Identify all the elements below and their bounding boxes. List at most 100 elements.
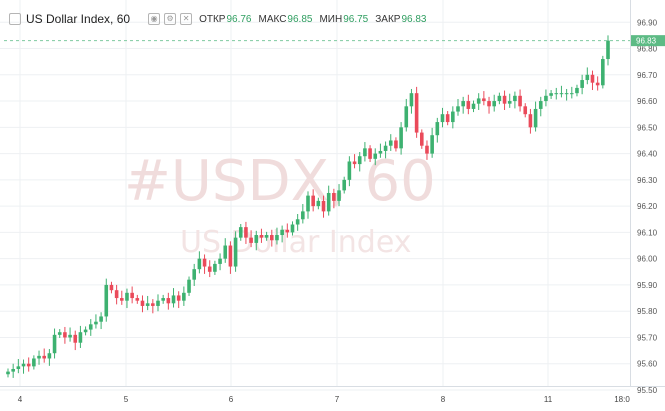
candle	[601, 55, 605, 89]
candle-body	[249, 237, 253, 243]
candle	[182, 286, 186, 306]
candle	[378, 143, 383, 158]
candle-body	[78, 332, 83, 343]
candle-body	[321, 200, 326, 212]
candle	[363, 142, 367, 162]
candle	[497, 92, 502, 105]
y-tick-label: 96.10	[637, 228, 658, 237]
candle-body	[228, 245, 233, 267]
candle-body	[388, 140, 393, 146]
y-tick-label: 96.80	[637, 45, 658, 54]
y-tick-label: 96.20	[637, 202, 658, 211]
time-axis[interactable]: 4 5 6 7 8 11 18:0	[18, 395, 631, 404]
price-axis[interactable]: 96.90 96.80 96.70 96.60 96.50 96.40 96.30 96.20…	[637, 18, 658, 395]
candle	[559, 85, 564, 98]
y-tick-label: 95.90	[637, 281, 658, 290]
candle	[176, 291, 181, 309]
x-tick-label: 11	[544, 395, 553, 404]
candle	[238, 223, 243, 241]
settings-icon[interactable]: ⚙	[164, 13, 177, 25]
symbol-title[interactable]: US Dollar Index, 60	[26, 12, 131, 26]
candle-body	[409, 93, 414, 107]
candle-body	[114, 290, 119, 299]
candle	[233, 231, 238, 272]
candle-body	[73, 334, 78, 343]
candle	[68, 327, 72, 342]
candle	[166, 292, 171, 310]
candle	[502, 90, 507, 110]
high-value: 96.85	[287, 13, 313, 25]
candle-body	[202, 258, 207, 267]
candle-body	[332, 192, 336, 201]
candle-body	[192, 269, 197, 280]
candle-body	[233, 237, 238, 267]
candle-body	[471, 103, 476, 109]
y-tick-label: 95.80	[637, 307, 658, 316]
candle	[264, 231, 269, 241]
candle	[21, 359, 26, 374]
candle-body	[16, 366, 21, 369]
candle-body	[378, 150, 383, 154]
candle-body	[404, 106, 409, 128]
candle	[414, 86, 419, 138]
candle	[606, 35, 610, 66]
candle	[342, 176, 347, 194]
candle	[518, 89, 522, 112]
candle-body	[357, 156, 362, 165]
y-tick-label: 96.30	[637, 176, 658, 185]
candle	[492, 94, 497, 112]
candle-body	[326, 192, 331, 212]
candle-body	[383, 145, 388, 151]
candle-body	[130, 292, 134, 299]
candle	[99, 312, 103, 330]
candle	[311, 189, 315, 212]
candle	[151, 299, 155, 314]
candle	[575, 84, 579, 97]
candle	[388, 134, 393, 151]
low-value: 96.75	[343, 13, 369, 25]
candle-body	[445, 114, 450, 123]
candle-body	[347, 161, 352, 180]
candle	[513, 91, 517, 109]
candle	[326, 185, 331, 216]
candle-body	[601, 59, 605, 86]
candle-body	[11, 368, 15, 372]
candle-body	[135, 298, 140, 301]
candle-body	[37, 355, 41, 359]
candle-body	[559, 93, 564, 95]
candle	[419, 129, 424, 149]
candle-body	[549, 93, 553, 96]
y-tick-label: 95.60	[637, 360, 658, 369]
candle	[280, 225, 284, 243]
close-icon[interactable]: ✕	[180, 13, 193, 25]
candle-body	[187, 279, 191, 293]
candle	[228, 241, 233, 274]
candle-body	[528, 114, 533, 128]
candle-body	[238, 227, 243, 238]
candle	[259, 228, 264, 243]
candle-body	[419, 132, 424, 146]
candle-body	[399, 127, 403, 149]
low-label: МИН	[319, 13, 343, 25]
candle	[26, 357, 31, 372]
candle	[357, 152, 362, 172]
candle	[476, 93, 481, 110]
collapse-square-icon[interactable]	[9, 13, 21, 25]
candle-body	[425, 145, 429, 154]
candle	[269, 229, 274, 247]
candle	[445, 111, 450, 126]
candle-body	[435, 122, 440, 136]
candle	[197, 251, 202, 274]
eye-icon[interactable]: ◉	[148, 13, 161, 25]
candle-body	[140, 300, 145, 306]
open-value: 96.76	[226, 13, 252, 25]
candle-body	[26, 363, 31, 367]
chart-legend: US Dollar Index, 60 ◉ ⚙ ✕ ОТКР 96.76 МАК…	[5, 11, 426, 27]
candle	[507, 93, 512, 108]
candle-body	[275, 235, 279, 241]
candle-body	[523, 106, 528, 115]
candle-body	[63, 332, 67, 338]
candle-body	[94, 321, 98, 325]
candle	[456, 98, 460, 116]
